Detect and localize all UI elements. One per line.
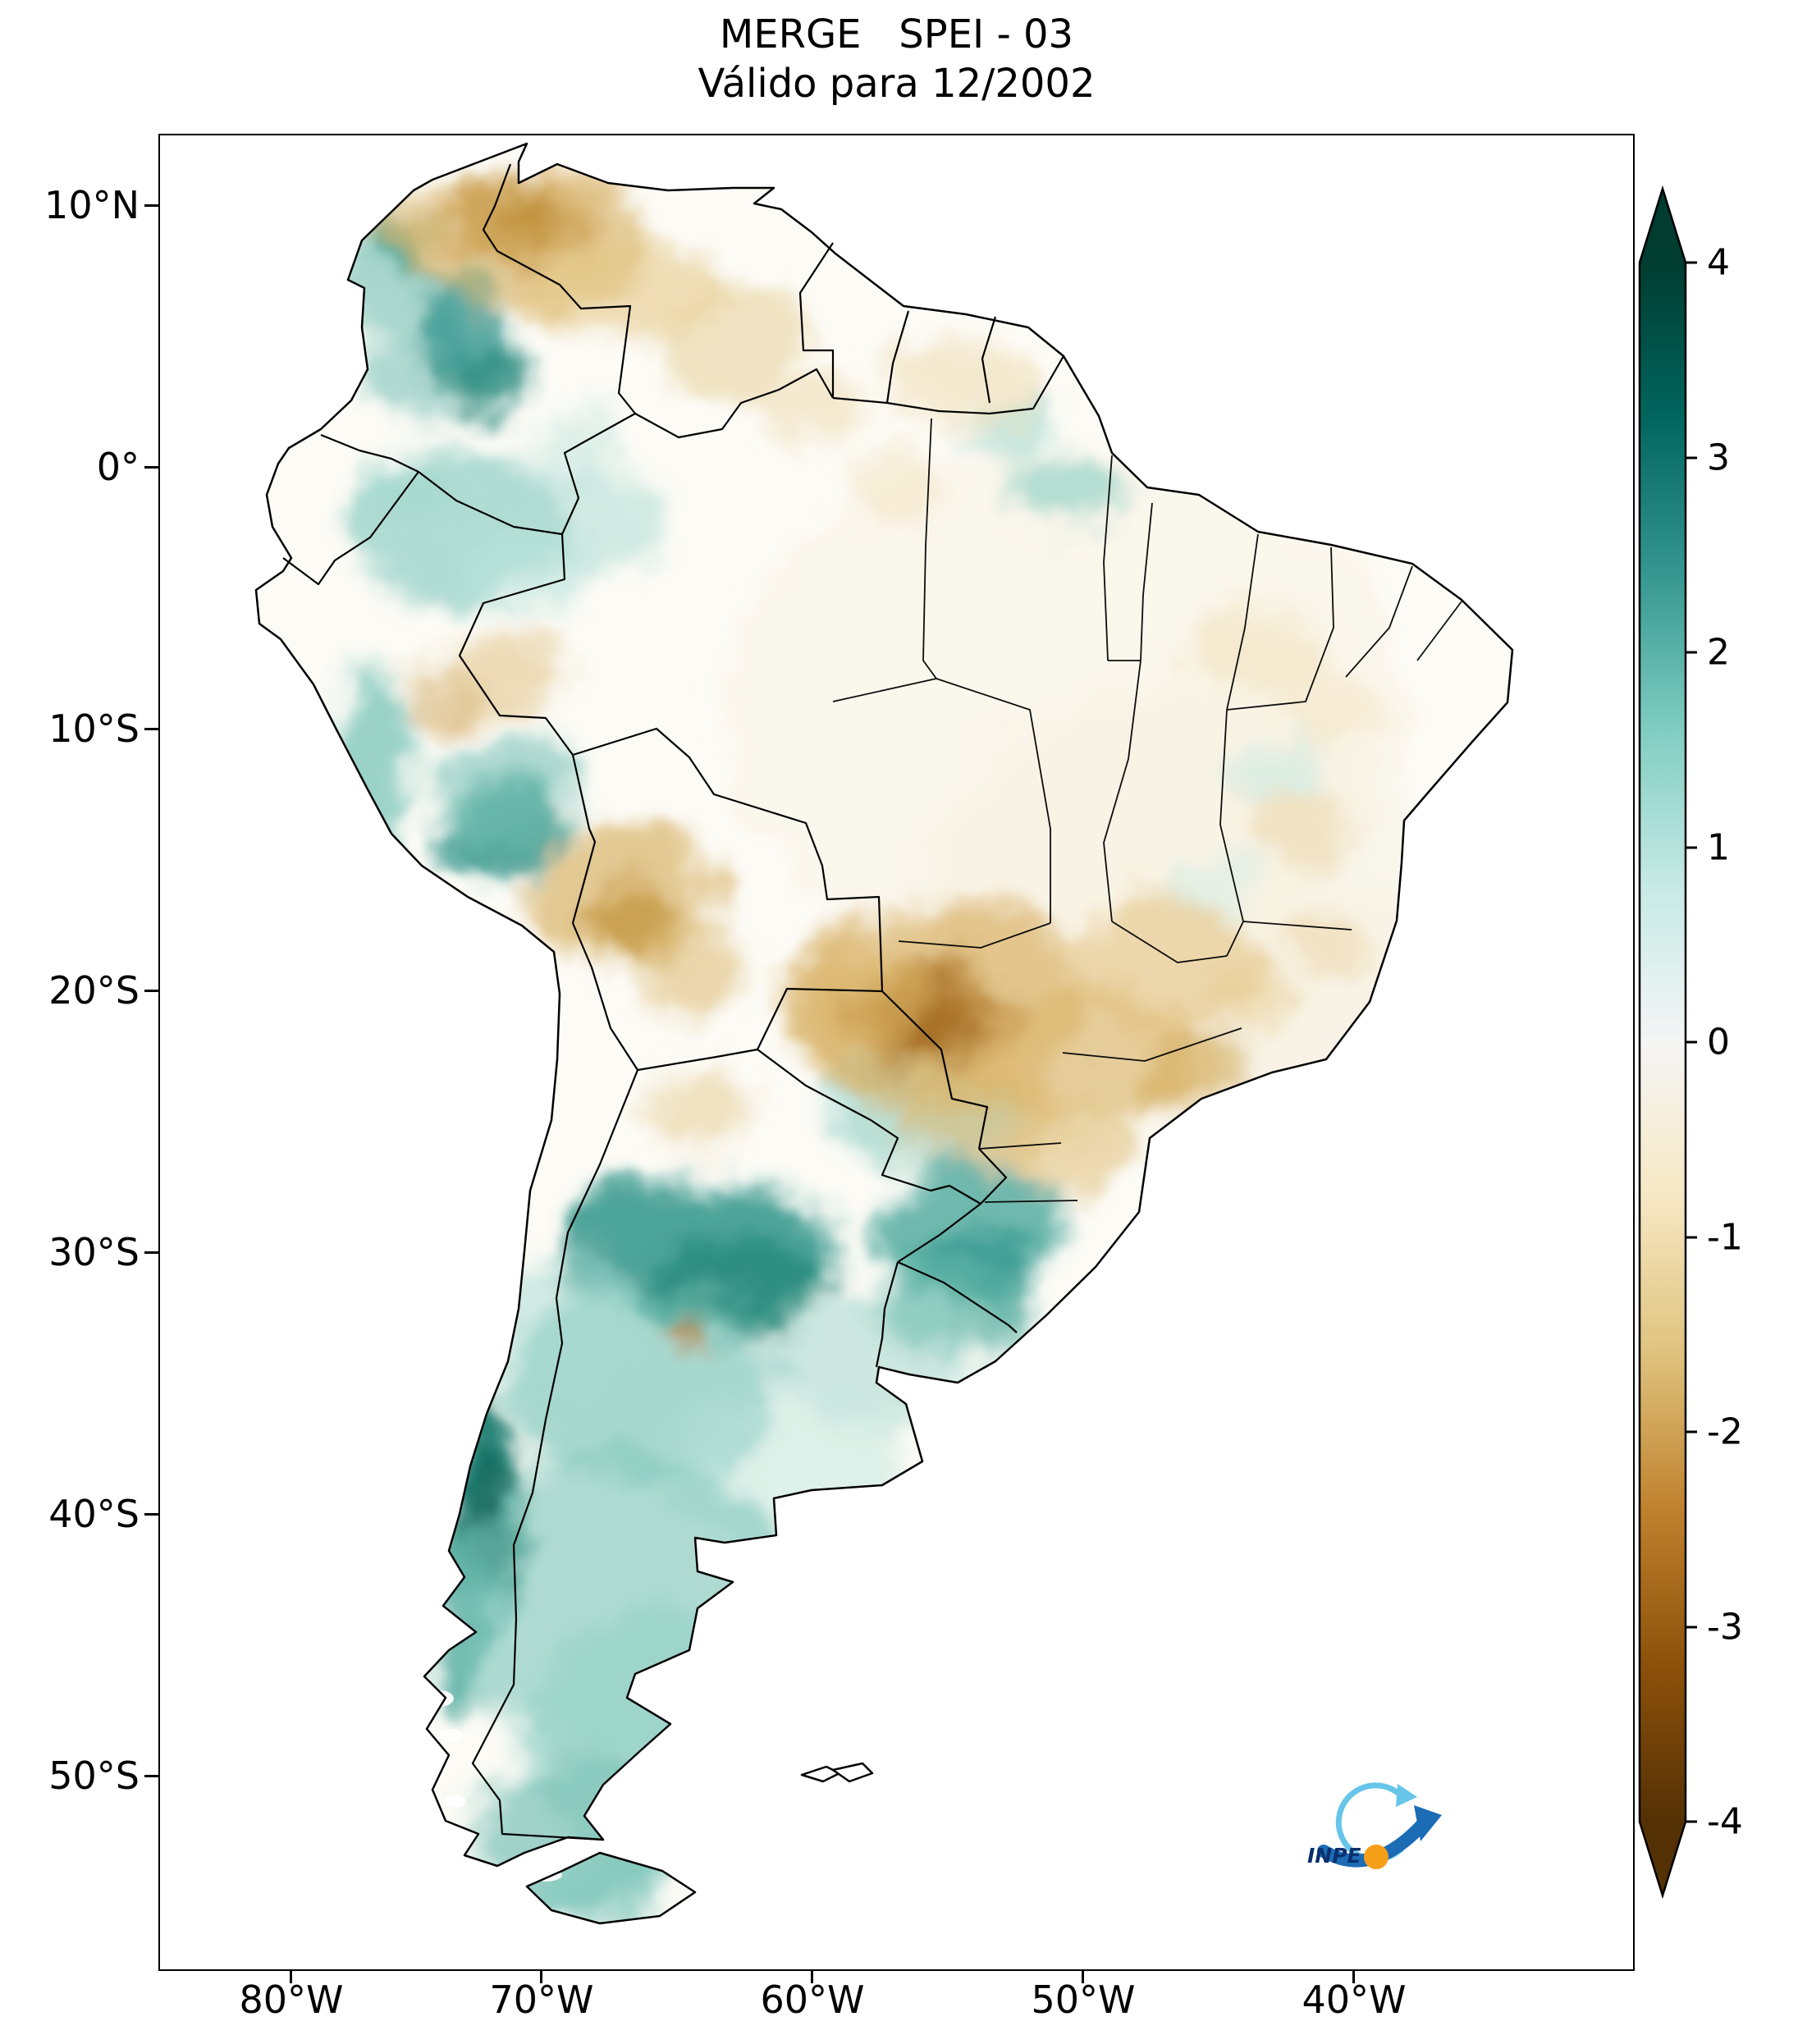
colorbar-tick-label: 2 (1707, 632, 1730, 674)
lon-tick-label: 50°W (1031, 1978, 1136, 2022)
lon-tick-label: 60°W (760, 1978, 865, 2022)
lat-tick-label: 10°N (44, 183, 140, 227)
logo-arrowhead (1414, 1805, 1442, 1841)
coastline (254, 142, 1514, 1925)
lat-tick-mark (144, 1775, 158, 1777)
figure-subtitle: Válido para 12/2002 (698, 61, 1096, 107)
lon-tick-mark (1352, 1969, 1355, 1983)
lat-tick-mark (144, 728, 158, 730)
colorbar: 4 3 2 1 0 -1 -2 -3 -4 (1638, 185, 1743, 1900)
map-frame (158, 134, 1635, 1971)
country-borders (282, 163, 1064, 1841)
colorbar-tick-label: 3 (1707, 437, 1730, 479)
lon-tick-label: 80°W (239, 1978, 344, 2022)
inpe-logo: INPE (1307, 1782, 1442, 1869)
lon-tick-mark (811, 1969, 813, 1983)
lat-tick-mark (144, 466, 158, 469)
colorbar-tick-label: -3 (1707, 1607, 1743, 1648)
lat-tick-label: 10°S (48, 706, 140, 751)
colorbar-gradient (1638, 185, 1687, 1900)
colorbar-tick-label: 1 (1707, 827, 1730, 869)
colorbar-tick-marks (1686, 261, 1697, 1823)
colorbar-tick-label: 0 (1707, 1022, 1730, 1063)
lat-tick-mark (144, 990, 158, 992)
south-america-spei-map (254, 142, 1514, 1925)
figure-title: MERGE SPEI - 03 (719, 11, 1074, 57)
colorbar-tick-label: -1 (1707, 1217, 1743, 1259)
lon-tick-label: 70°W (489, 1978, 594, 2022)
lon-tick-label: 40°W (1302, 1978, 1407, 2022)
lat-tick-label: 20°S (48, 968, 140, 1013)
colorbar-tick-label: -2 (1707, 1411, 1743, 1453)
lat-tick-mark (144, 1513, 158, 1516)
colorbar-tick-label: 4 (1707, 242, 1730, 284)
lon-tick-mark (1082, 1969, 1084, 1983)
state-borders (832, 418, 1462, 1203)
logo-orange-dot (1364, 1845, 1389, 1869)
lat-tick-label: 50°S (48, 1754, 140, 1798)
lat-tick-mark (144, 1251, 158, 1254)
lat-tick-label: 30°S (48, 1230, 140, 1274)
logo-light-arrowhead (1396, 1784, 1417, 1807)
lat-tick-label: 40°S (48, 1492, 140, 1536)
lon-tick-mark (290, 1969, 292, 1983)
lat-tick-mark (144, 204, 158, 207)
lat-tick-label: 0° (96, 445, 140, 489)
logo-text: INPE (1307, 1844, 1361, 1868)
spei-data-layer (256, 144, 1512, 1923)
lon-tick-mark (540, 1969, 542, 1983)
colorbar-tick-label: -4 (1707, 1801, 1743, 1843)
